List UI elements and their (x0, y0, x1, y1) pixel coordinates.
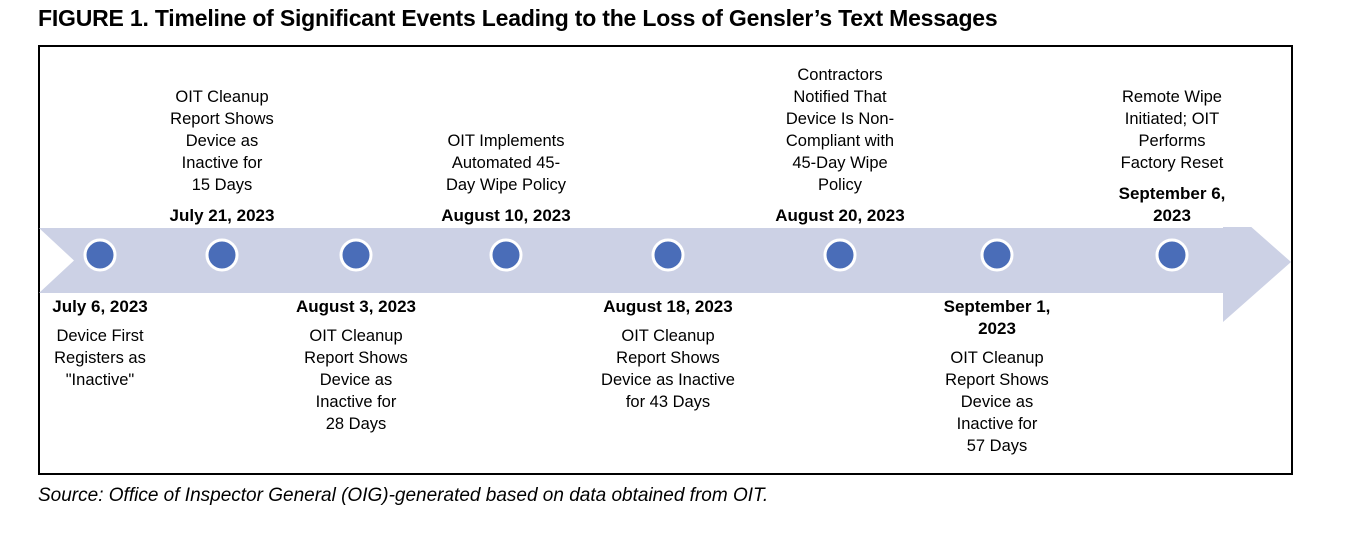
event-description: OIT Cleanup Report Shows Device as Inact… (601, 327, 735, 411)
timeline-dot (205, 238, 239, 272)
timeline-event: September 1, 2023 OIT Cleanup Report Show… (901, 296, 1093, 457)
event-description: OIT Cleanup Report Shows Device as Inact… (170, 88, 274, 194)
event-description: Remote Wipe Initiated; OIT Performs Fact… (1120, 88, 1224, 172)
timeline-event: Contractors Notified That Device Is Non-… (744, 64, 936, 227)
event-description: Contractors Notified That Device Is Non-… (785, 66, 895, 194)
timeline-dot (980, 238, 1014, 272)
figure-title: FIGURE 1. Timeline of Significant Events… (38, 5, 998, 31)
timeline-event: August 3, 2023 OIT Cleanup Report Shows D… (260, 296, 452, 435)
event-date: July 21, 2023 (169, 206, 275, 225)
event-date: August 20, 2023 (775, 206, 905, 225)
event-description: Device First Registers as "Inactive" (54, 327, 146, 389)
event-date: August 10, 2023 (441, 206, 571, 225)
timeline-event: July 6, 2023 Device First Registers as "I… (4, 296, 196, 391)
event-description: OIT Cleanup Report Shows Device as Inact… (304, 327, 408, 433)
timeline-dot (1155, 238, 1189, 272)
event-description: OIT Cleanup Report Shows Device as Inact… (945, 349, 1049, 455)
timeline-dot (651, 238, 685, 272)
timeline-dot (339, 238, 373, 272)
event-description: OIT Implements Automated 45- Day Wipe Po… (445, 132, 567, 194)
timeline-dot (489, 238, 523, 272)
timeline-dot (823, 238, 857, 272)
timeline-event: Remote Wipe Initiated; OIT Performs Fact… (1076, 86, 1268, 227)
event-date: August 18, 2023 (603, 297, 733, 316)
event-date: August 3, 2023 (296, 297, 416, 316)
event-date: July 6, 2023 (52, 297, 148, 316)
timeline-markers (83, 238, 1189, 272)
timeline-event: August 18, 2023 OIT Cleanup Report Shows … (572, 296, 764, 413)
source-note: Source: Office of Inspector General (OIG… (38, 485, 769, 506)
timeline-event: OIT Implements Automated 45- Day Wipe Po… (410, 130, 602, 227)
event-date: September 1, 2023 (943, 297, 1051, 338)
timeline-event: OIT Cleanup Report Shows Device as Inact… (126, 86, 318, 227)
event-date: September 6, 2023 (1118, 184, 1226, 225)
timeline-dot (83, 238, 117, 272)
